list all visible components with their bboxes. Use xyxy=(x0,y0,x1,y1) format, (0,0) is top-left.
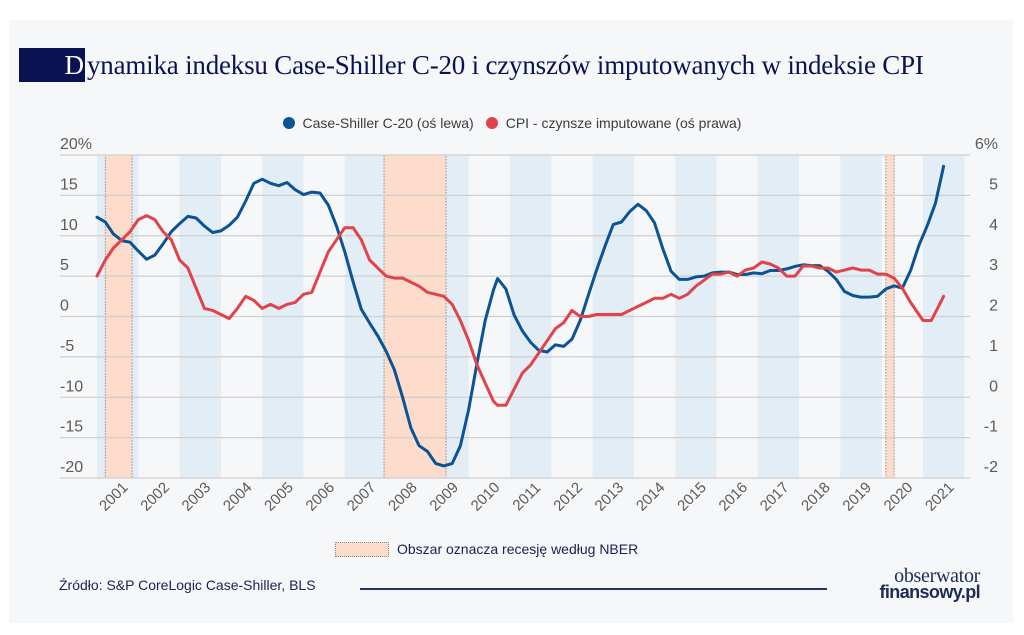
y-right-tick-label: 2 xyxy=(989,298,998,315)
y-right-tick-label: 6% xyxy=(975,136,998,153)
x-tick-label: 2002 xyxy=(137,479,173,515)
y-left-tick-label: -20 xyxy=(60,459,83,476)
x-tick-label: 2019 xyxy=(839,479,875,515)
y-right-tick-label: -2 xyxy=(984,459,998,476)
x-tick-label: 2020 xyxy=(881,479,917,515)
x-tick-label: 2006 xyxy=(303,479,339,515)
x-tick-label: 2014 xyxy=(633,479,669,515)
x-tick-label: 2011 xyxy=(509,479,544,514)
y-right-tick-label: 3 xyxy=(989,257,998,274)
x-tick-label: 2005 xyxy=(261,479,297,515)
x-tick-label: 2016 xyxy=(716,479,752,515)
x-tick-label: 2009 xyxy=(426,479,462,515)
series-line-case-shiller xyxy=(95,164,946,468)
logo-line-1: obserwator xyxy=(894,565,980,587)
y-axis-right: -2 -1 0 1 2 3 4 5 6% xyxy=(975,136,998,476)
page-title: D ynamika indeksu Case-Shiller C-20 i cz… xyxy=(19,48,924,82)
y-left-tick-label: -10 xyxy=(60,378,83,395)
gridlines xyxy=(60,154,970,479)
series-line-cpi xyxy=(95,214,946,407)
x-tick-label: 2017 xyxy=(757,479,793,515)
legend-label-case-shiller: Case-Shiller C-20 (oś lewa) xyxy=(302,115,474,131)
source-note: Źródło: S&P CoreLogic Case-Shiller, BLS xyxy=(59,577,316,593)
title-initial-block: D xyxy=(19,48,85,82)
x-tick-label: 2008 xyxy=(385,479,421,515)
x-axis: 2001 2002 2003 2004 2005 2006 2007 2008 2009 2010… xyxy=(96,479,958,515)
y-left-tick-label: 15 xyxy=(60,176,78,193)
y-left-tick-label: 5 xyxy=(60,257,69,274)
y-right-tick-label: 4 xyxy=(989,217,998,234)
x-tick-label: 2004 xyxy=(220,479,256,515)
y-right-tick-label: 5 xyxy=(989,176,998,193)
x-tick-label: 2015 xyxy=(674,479,710,515)
x-tick-label: 2007 xyxy=(344,479,380,515)
y-left-tick-label: -15 xyxy=(60,419,83,436)
x-tick-label: 2012 xyxy=(550,479,586,515)
x-tick-label: 2013 xyxy=(592,479,628,515)
footer-divider xyxy=(360,588,827,590)
y-left-tick-label: 0 xyxy=(60,298,69,315)
x-tick-label: 2001 xyxy=(96,479,132,515)
y-right-tick-label: 0 xyxy=(989,378,998,395)
title-text: ynamika indeksu Case-Shiller C-20 i czyn… xyxy=(87,49,924,80)
x-tick-label: 2018 xyxy=(798,479,834,515)
title-initial-letter: D xyxy=(64,49,85,80)
y-right-tick-label: 1 xyxy=(989,338,998,355)
y-axis-left: -20 -15 -10 -5 0 5 10 15 20% xyxy=(60,136,92,476)
y-left-tick-label: 10 xyxy=(60,217,78,234)
recession-legend-swatch xyxy=(335,541,389,557)
series-lines xyxy=(95,164,946,468)
x-tick-label: 2021 xyxy=(922,479,958,515)
x-tick-label: 2010 xyxy=(468,479,504,515)
legend-item-case-shiller[interactable]: Case-Shiller C-20 (oś lewa) xyxy=(282,115,474,131)
legend-label-cpi: CPI - czynsze imputowane (oś prawa) xyxy=(505,115,742,131)
legend-item-cpi[interactable]: CPI - czynsze imputowane (oś prawa) xyxy=(485,115,742,131)
x-tick-label: 2003 xyxy=(179,479,215,515)
y-right-tick-label: -1 xyxy=(984,419,998,436)
publisher-logo[interactable]: obserwator finansowy.pl xyxy=(860,565,981,602)
chart-legend: Case-Shiller C-20 (oś lewa) CPI - czynsz… xyxy=(0,115,1024,131)
y-left-tick-label: -5 xyxy=(60,338,74,355)
legend-marker-cpi xyxy=(485,117,498,129)
recession-legend-label: Obszar oznacza recesję według NBER xyxy=(397,541,639,557)
y-left-tick-label: 20% xyxy=(60,136,92,153)
logo-line-2: finansowy.pl xyxy=(879,582,981,602)
recession-legend: Obszar oznacza recesję według NBER xyxy=(335,541,638,557)
legend-marker-case-shiller xyxy=(282,117,295,129)
